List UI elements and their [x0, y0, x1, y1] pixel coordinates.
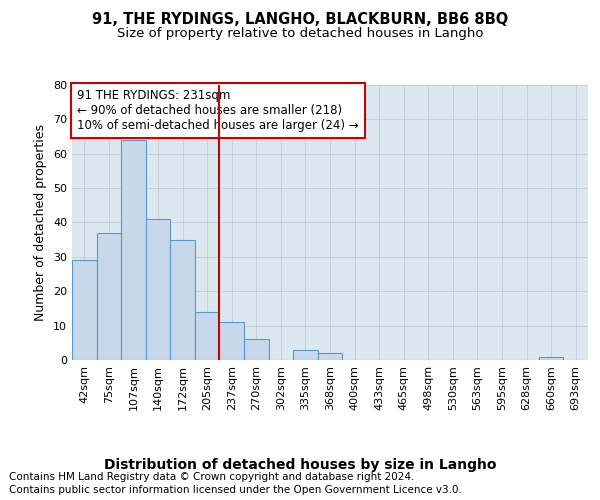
Bar	[121, 140, 146, 360]
Bar	[244, 340, 269, 360]
Text: Distribution of detached houses by size in Langho: Distribution of detached houses by size …	[104, 458, 496, 471]
Bar	[318, 353, 342, 360]
Bar	[293, 350, 318, 360]
Text: 91, THE RYDINGS, LANGHO, BLACKBURN, BB6 8BQ: 91, THE RYDINGS, LANGHO, BLACKBURN, BB6 …	[92, 12, 508, 28]
Bar	[72, 260, 97, 360]
Bar	[146, 219, 170, 360]
Text: Contains HM Land Registry data © Crown copyright and database right 2024.: Contains HM Land Registry data © Crown c…	[9, 472, 415, 482]
Y-axis label: Number of detached properties: Number of detached properties	[34, 124, 47, 321]
Bar	[170, 240, 195, 360]
Bar	[97, 233, 121, 360]
Bar	[539, 356, 563, 360]
Bar	[220, 322, 244, 360]
Text: Contains public sector information licensed under the Open Government Licence v3: Contains public sector information licen…	[9, 485, 462, 495]
Text: Size of property relative to detached houses in Langho: Size of property relative to detached ho…	[117, 28, 483, 40]
Text: 91 THE RYDINGS: 231sqm
← 90% of detached houses are smaller (218)
10% of semi-de: 91 THE RYDINGS: 231sqm ← 90% of detached…	[77, 89, 359, 132]
Bar	[195, 312, 220, 360]
